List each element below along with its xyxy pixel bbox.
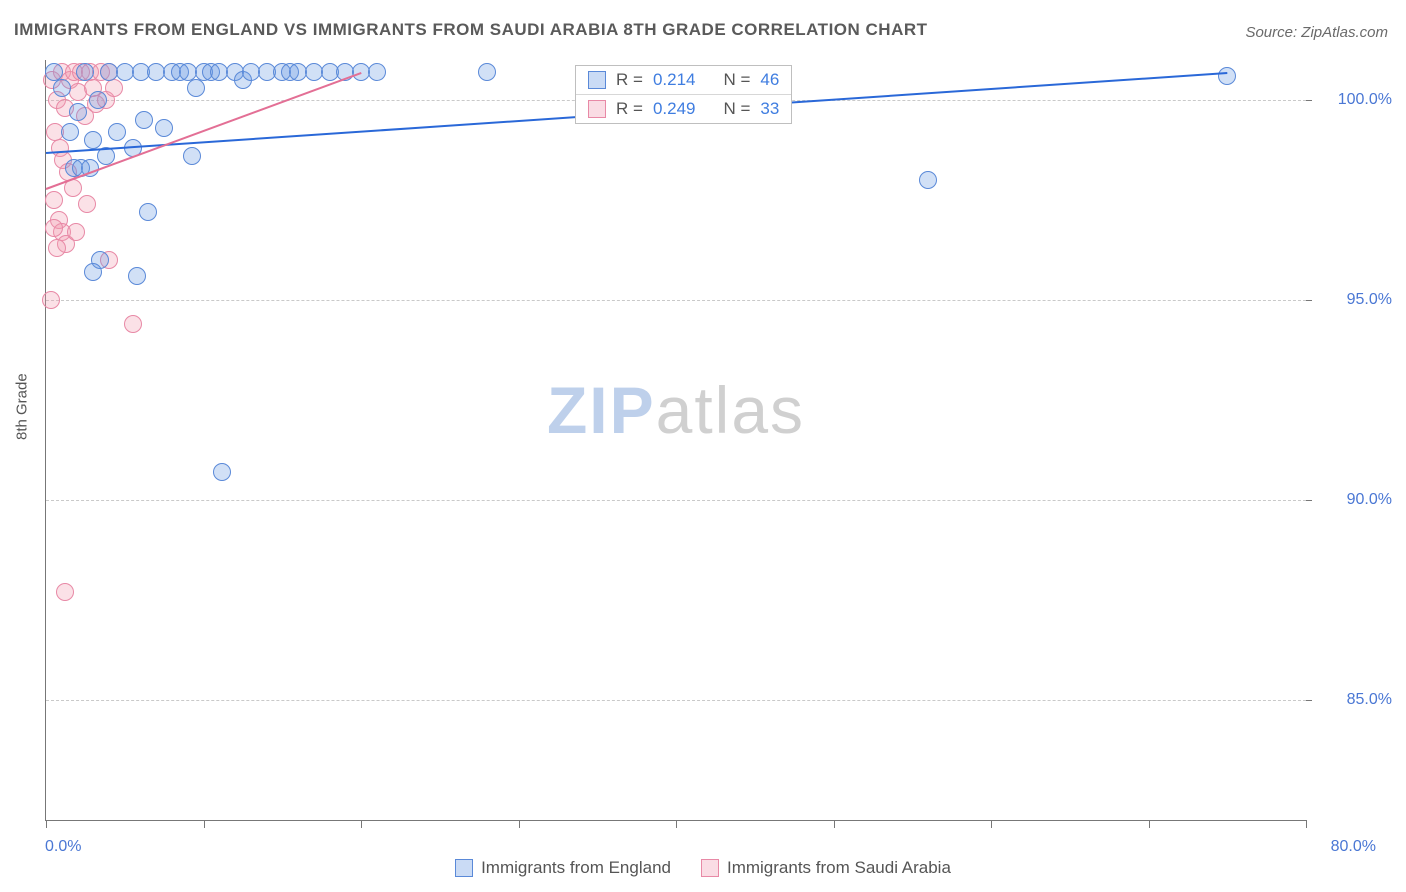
x-tick <box>204 820 205 828</box>
data-point <box>76 63 94 81</box>
swatch-icon <box>455 859 473 877</box>
data-point <box>56 583 74 601</box>
x-tick <box>361 820 362 828</box>
x-max-label: 80.0% <box>1331 838 1376 856</box>
n-value: 33 <box>760 99 779 119</box>
correlation-row: R = 0.249 N = 33 <box>576 95 791 123</box>
data-point <box>61 123 79 141</box>
y-tick <box>1306 500 1312 501</box>
data-point <box>139 203 157 221</box>
data-point <box>84 131 102 149</box>
data-point <box>478 63 496 81</box>
x-min-label: 0.0% <box>45 838 81 856</box>
plot-area: ZIPatlas <box>45 60 1306 821</box>
y-tick <box>1306 300 1312 301</box>
chart-title: IMMIGRANTS FROM ENGLAND VS IMMIGRANTS FR… <box>14 20 928 40</box>
y-axis-title: 8th Grade <box>14 373 31 440</box>
data-point <box>135 111 153 129</box>
swatch-icon <box>588 100 606 118</box>
legend-item: Immigrants from England <box>455 858 671 878</box>
r-value: 0.249 <box>653 99 696 119</box>
gridline <box>46 500 1306 501</box>
data-point <box>187 79 205 97</box>
y-tick-label: 100.0% <box>1338 91 1392 109</box>
data-point <box>183 147 201 165</box>
y-tick-label: 90.0% <box>1347 491 1392 509</box>
source-attribution: Source: ZipAtlas.com <box>1245 24 1388 41</box>
data-point <box>48 239 66 257</box>
n-label: N = <box>723 70 750 90</box>
swatch-icon <box>701 859 719 877</box>
data-point <box>45 219 63 237</box>
x-tick <box>676 820 677 828</box>
r-label: R = <box>616 70 643 90</box>
y-tick <box>1306 100 1312 101</box>
data-point <box>78 195 96 213</box>
y-tick <box>1306 700 1312 701</box>
data-point <box>1218 67 1236 85</box>
n-label: N = <box>723 99 750 119</box>
gridline <box>46 700 1306 701</box>
data-point <box>45 191 63 209</box>
x-tick <box>1306 820 1307 828</box>
x-tick <box>834 820 835 828</box>
x-tick <box>46 820 47 828</box>
data-point <box>89 91 107 109</box>
x-tick <box>991 820 992 828</box>
data-point <box>84 263 102 281</box>
correlation-row: R = 0.214 N = 46 <box>576 66 791 95</box>
r-value: 0.214 <box>653 70 696 90</box>
series-legend: Immigrants from England Immigrants from … <box>0 858 1406 878</box>
r-label: R = <box>616 99 643 119</box>
data-point <box>69 103 87 121</box>
legend-item: Immigrants from Saudi Arabia <box>701 858 951 878</box>
y-tick-label: 95.0% <box>1347 291 1392 309</box>
data-point <box>919 171 937 189</box>
legend-label: Immigrants from England <box>481 858 671 878</box>
legend-label: Immigrants from Saudi Arabia <box>727 858 951 878</box>
data-point <box>67 223 85 241</box>
data-point <box>108 123 126 141</box>
data-point <box>368 63 386 81</box>
data-point <box>124 315 142 333</box>
watermark-part2: atlas <box>656 373 805 447</box>
chart-page: IMMIGRANTS FROM ENGLAND VS IMMIGRANTS FR… <box>0 0 1406 892</box>
data-point <box>128 267 146 285</box>
data-point <box>42 291 60 309</box>
watermark-part1: ZIP <box>547 373 656 447</box>
data-point <box>105 79 123 97</box>
x-tick <box>519 820 520 828</box>
n-value: 46 <box>760 70 779 90</box>
data-point <box>53 79 71 97</box>
watermark: ZIPatlas <box>547 372 805 448</box>
gridline <box>46 300 1306 301</box>
x-tick <box>1149 820 1150 828</box>
data-point <box>155 119 173 137</box>
data-point <box>213 463 231 481</box>
correlation-legend: R = 0.214 N = 46 R = 0.249 N = 33 <box>575 65 792 124</box>
swatch-icon <box>588 71 606 89</box>
y-tick-label: 85.0% <box>1347 691 1392 709</box>
